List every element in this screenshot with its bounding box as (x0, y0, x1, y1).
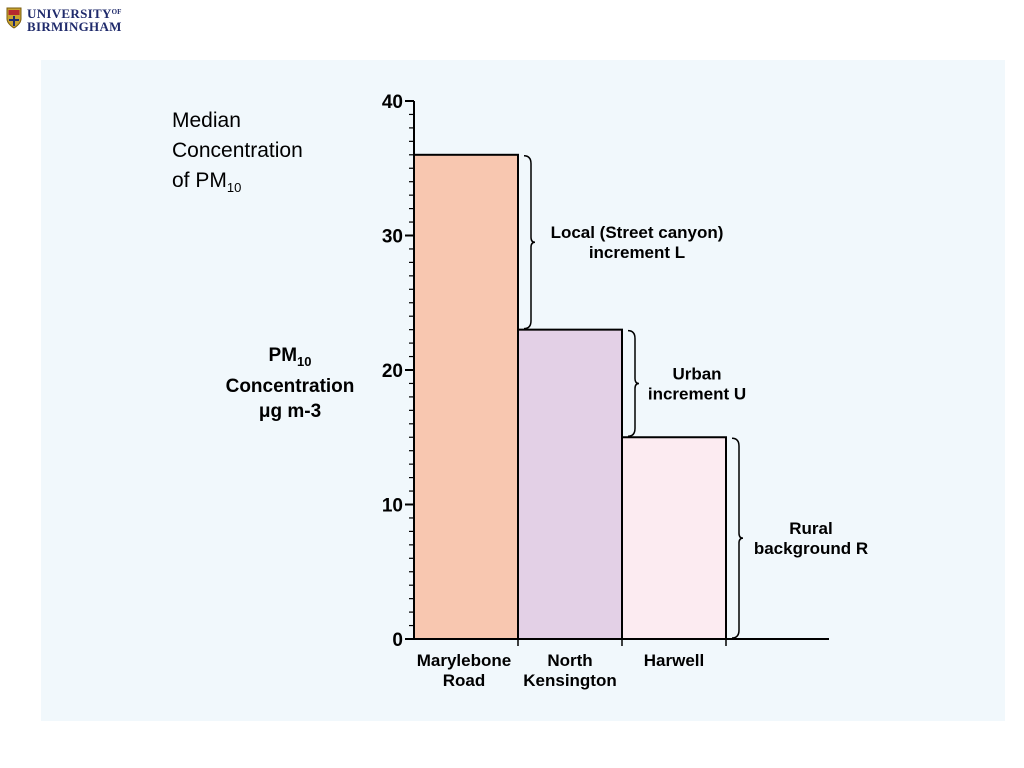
note-line1: Median (172, 109, 241, 132)
note-line3: of PM10 (172, 169, 242, 196)
y-tick-label: 0 (392, 630, 403, 651)
logo-line1: UNIVERSITY (27, 6, 112, 21)
x-tick-label: Harwell (644, 651, 704, 670)
annotation-label: increment U (648, 384, 746, 403)
bar-2 (621, 436, 727, 640)
y-tick-label: 40 (382, 92, 403, 113)
x-tick-label: Marylebone (417, 651, 511, 670)
x-tick-label: Road (443, 671, 486, 690)
logo-line2: BIRMINGHAM (27, 19, 122, 34)
annotation-label: increment L (589, 243, 685, 262)
university-logo: UNIVERSITYOF BIRMINGHAM (6, 5, 156, 35)
annotation-label: Local (Street canyon) (551, 223, 724, 242)
annotation-label: Rural (789, 519, 832, 538)
annotation-brace-2 (731, 437, 744, 639)
ylabel-sub: 10 (297, 353, 312, 369)
y-tick-label: 30 (382, 227, 403, 248)
x-tick-label: Kensington (523, 671, 617, 690)
bar-0 (413, 153, 519, 641)
median-note: Median Concentration of PM10 (172, 106, 303, 203)
note-line2: Concentration (172, 139, 303, 162)
annotation-brace-1 (627, 329, 640, 437)
x-tick-label: North (547, 651, 592, 670)
y-tick-label: 20 (382, 361, 403, 382)
bar-1 (517, 328, 623, 640)
logo-of: OF (111, 8, 122, 16)
ylabel-line2: Concentration (225, 375, 355, 397)
crest-icon (6, 7, 22, 29)
note-sub: 10 (226, 180, 242, 196)
y-tick-label: 10 (382, 496, 403, 517)
ylabel-line3: μg m-3 (258, 400, 322, 422)
ylabel-line1: PM10 (268, 345, 312, 369)
annotation-brace-0 (523, 155, 536, 330)
logo-wordmark: UNIVERSITYOF BIRMINGHAM (27, 6, 122, 33)
y-axis-label: PM10 Concentration μg m-3 (190, 343, 390, 424)
annotation-label: background R (754, 539, 868, 558)
annotation-label: Urban (672, 364, 721, 383)
